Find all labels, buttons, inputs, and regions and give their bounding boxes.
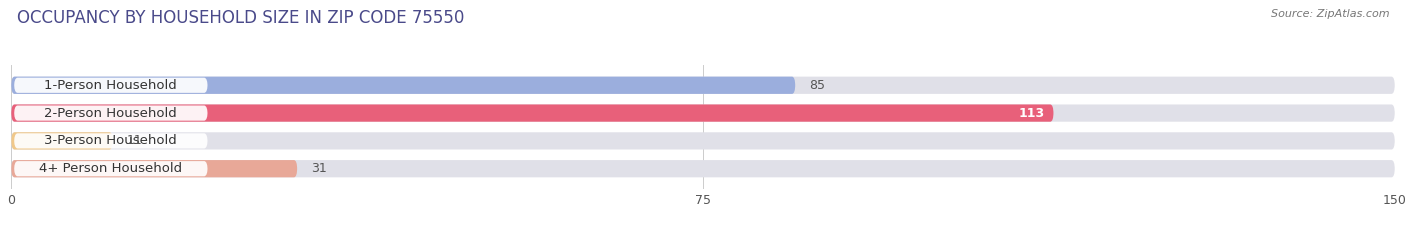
FancyBboxPatch shape [11,160,1395,177]
Text: 1-Person Household: 1-Person Household [45,79,177,92]
Text: 85: 85 [808,79,825,92]
Text: Source: ZipAtlas.com: Source: ZipAtlas.com [1271,9,1389,19]
FancyBboxPatch shape [11,132,112,150]
Text: 113: 113 [1018,106,1045,120]
Text: 3-Person Household: 3-Person Household [45,134,177,147]
Text: OCCUPANCY BY HOUSEHOLD SIZE IN ZIP CODE 75550: OCCUPANCY BY HOUSEHOLD SIZE IN ZIP CODE … [17,9,464,27]
Text: 4+ Person Household: 4+ Person Household [39,162,183,175]
Text: 31: 31 [311,162,326,175]
FancyBboxPatch shape [11,104,1053,122]
FancyBboxPatch shape [11,132,1395,150]
FancyBboxPatch shape [14,161,208,176]
Text: 2-Person Household: 2-Person Household [45,106,177,120]
Text: 11: 11 [127,134,142,147]
FancyBboxPatch shape [11,160,297,177]
FancyBboxPatch shape [11,77,1395,94]
FancyBboxPatch shape [11,77,796,94]
FancyBboxPatch shape [14,106,208,121]
FancyBboxPatch shape [14,133,208,148]
FancyBboxPatch shape [11,104,1395,122]
FancyBboxPatch shape [14,78,208,93]
